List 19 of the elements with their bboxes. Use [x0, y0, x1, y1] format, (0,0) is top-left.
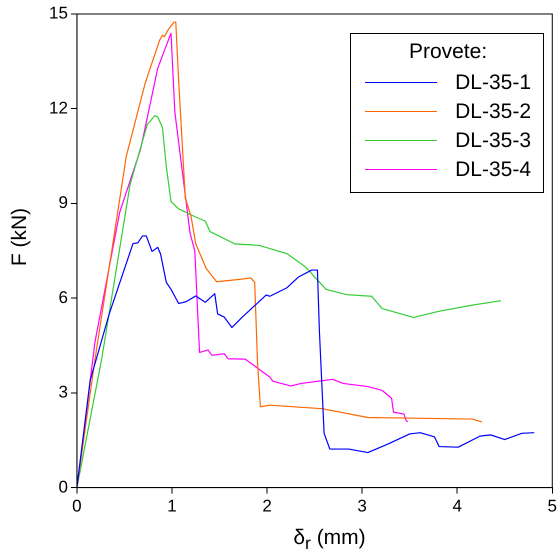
x-tick-label: 3 [357, 496, 367, 516]
x-tick-label: 4 [452, 496, 462, 516]
legend-label: DL-35-2 [455, 100, 531, 124]
y-tick-label: 9 [58, 193, 68, 212]
x-axis-title: δ$_{r}$ (mm) [292, 526, 367, 554]
legend-label: DL-35-1 [455, 70, 531, 94]
x-tick-label: 2 [262, 496, 272, 516]
y-axis-title: F (kN) [8, 206, 32, 268]
y-tick-label: 12 [48, 98, 68, 118]
x-tick-label: 1 [167, 496, 177, 516]
legend-label: DL-35-3 [455, 128, 531, 152]
y-tick-label: 6 [58, 288, 68, 307]
x-tick-label: 5 [548, 496, 558, 516]
y-tick-label: 0 [58, 477, 68, 496]
x-tick-label: 0 [72, 496, 82, 516]
legend-title: Provete: [408, 40, 488, 64]
y-tick-label: 15 [48, 4, 68, 23]
legend-label: DL-35-4 [455, 158, 531, 182]
y-tick-label: 3 [58, 382, 68, 402]
